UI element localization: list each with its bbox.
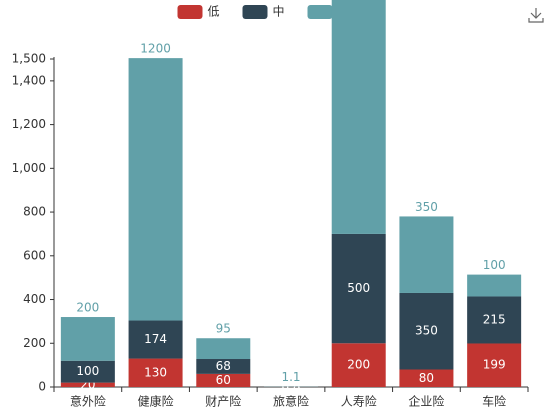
bar-segment [331,0,386,234]
value-label: 130 [144,365,167,379]
value-label: 199 [483,358,506,372]
value-label: 350 [415,200,438,214]
bar-segment [196,373,251,387]
bar-segment [60,360,115,383]
bar-segment [467,343,522,387]
legend-label[interactable]: 低 [208,5,220,19]
bar-segment [128,58,183,321]
value-label: 200 [347,358,370,372]
value-label: 1200 [140,42,171,56]
y-tick-label: 0 [38,380,46,394]
bar-segment [60,317,115,361]
legend-swatch[interactable] [307,5,333,19]
y-tick-label: 1,400 [12,73,46,87]
value-label: 60 [216,373,231,387]
bar-segment [196,359,251,374]
value-label: 100 [76,364,99,378]
x-tick-label: 企业险 [408,394,444,409]
value-label: 0.5 [281,379,300,393]
bar-segment [331,343,386,387]
bar-segment [467,274,522,297]
bar-segment [399,216,454,293]
value-label: 1.1 [281,370,300,384]
y-tick-label: 1,000 [12,161,46,175]
legend-label[interactable]: 中 [273,4,285,19]
y-tick-label: 1,500 [12,52,46,66]
value-label: 95 [216,322,231,336]
legend-swatch[interactable] [177,5,203,19]
value-label: 80 [419,371,434,385]
value-label: 350 [415,324,438,338]
bar-segment [128,358,183,387]
value-label: 215 [483,312,506,326]
bar-segment [60,382,115,387]
bar-segment [128,320,183,359]
value-label: 500 [347,281,370,295]
value-label: 100 [483,258,506,272]
x-tick-label: 财产险 [205,394,241,409]
value-label: 68 [216,359,231,373]
y-tick-label: 1,200 [12,117,46,131]
x-tick-label: 车险 [482,394,506,409]
y-tick-label: 400 [23,292,46,306]
y-tick-label: 800 [23,205,46,219]
bar-segment [467,296,522,344]
bar-segment [331,233,386,344]
bar-segment [399,292,454,370]
legend-swatch[interactable] [242,5,268,19]
x-tick-label: 意外险 [70,394,106,409]
x-tick-label: 人寿险 [341,394,377,409]
bar-segment [196,338,251,360]
y-tick-label: 200 [23,336,46,350]
bar-segment [399,369,454,387]
value-label: 0.8 [281,379,300,393]
value-label: 174 [144,332,167,346]
x-tick-label: 健康险 [138,394,174,409]
value-label: 200 [76,301,99,315]
x-tick-label: 旅意险 [273,394,309,409]
download-icon[interactable] [528,8,544,23]
y-tick-label: 600 [23,248,46,262]
